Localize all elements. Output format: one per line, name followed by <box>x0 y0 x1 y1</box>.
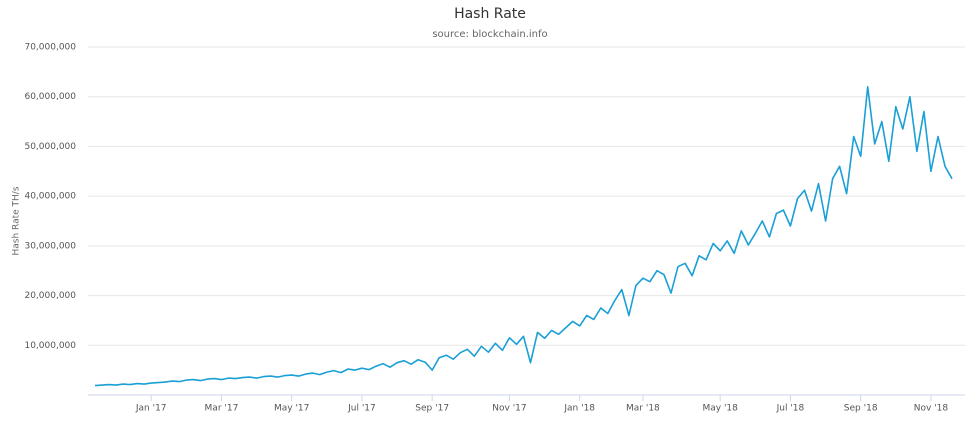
y-tick-label: 40,000,000 <box>24 192 76 202</box>
x-tick-label: Jan '18 <box>563 404 595 414</box>
x-tick-label: Mar '18 <box>626 404 660 414</box>
y-tick-label: 30,000,000 <box>24 241 76 251</box>
y-tick-label: 10,000,000 <box>24 341 76 351</box>
chart-title: Hash Rate <box>454 6 526 22</box>
x-tick-label: Jan '17 <box>135 404 167 414</box>
x-tick-label: Nov '17 <box>492 404 526 414</box>
y-tick-label: 60,000,000 <box>24 92 76 102</box>
x-tick-label: Jul '17 <box>347 404 376 414</box>
y-tick-label: 50,000,000 <box>24 142 76 152</box>
x-tick-label: May '17 <box>274 404 309 414</box>
x-tick-label: Jul '18 <box>776 404 805 414</box>
x-tick-label: May '18 <box>702 404 738 414</box>
data-line <box>94 86 953 387</box>
chart-subtitle: source: blockchain.info <box>432 29 547 40</box>
x-tick-label: Mar '17 <box>205 404 239 414</box>
y-tick-label: 70,000,000 <box>24 43 76 53</box>
x-tick-label: Nov '18 <box>914 404 949 414</box>
x-tick-label: Sep '17 <box>415 404 449 414</box>
y-axis-label: Hash Rate TH/s <box>12 186 22 255</box>
x-tick-label: Sep '18 <box>844 404 878 414</box>
y-tick-label: 20,000,000 <box>24 291 76 301</box>
